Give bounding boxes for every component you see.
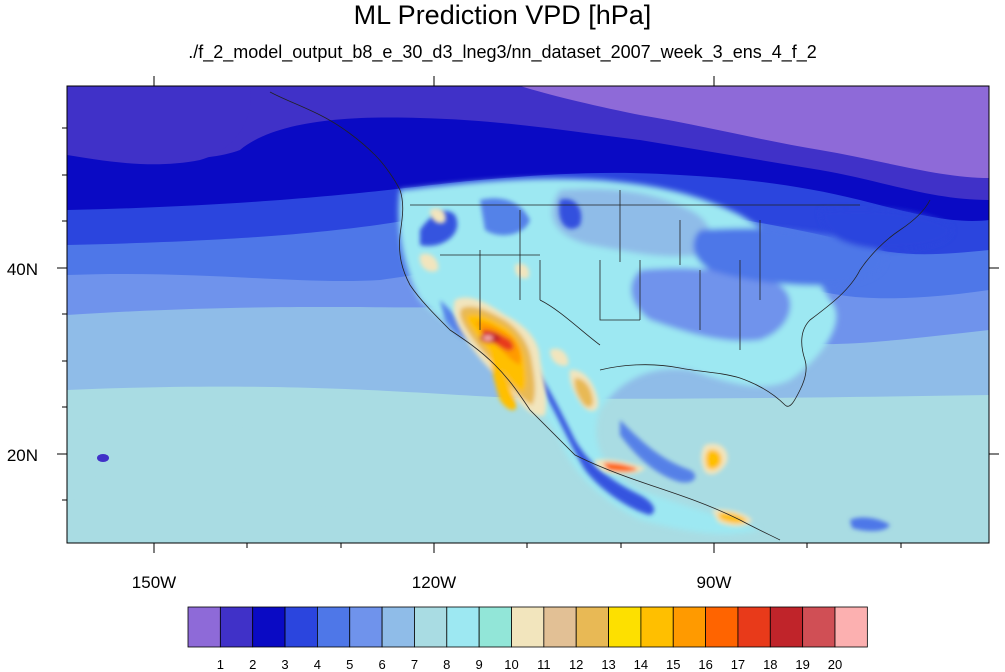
vpd-field (67, 86, 989, 543)
vpd-map: 150W 120W 90W 40N 20N (7, 76, 999, 592)
colorbar-swatch-1 (219, 606, 254, 648)
colorbar-swatch-19 (802, 606, 836, 648)
colorbar-swatch-15 (672, 606, 706, 648)
colorbar-label-15: 15 (666, 657, 680, 672)
colorbar-label-1: 1 (217, 657, 224, 672)
colorbar-swatch-14 (640, 606, 674, 648)
lon-label-120w: 120W (412, 573, 456, 592)
colorbar-label-7: 7 (411, 657, 418, 672)
lat-label-40n: 40N (7, 260, 38, 279)
minor-ticks (62, 127, 902, 548)
colorbar-label-13: 13 (601, 657, 615, 672)
lon-label-150w: 150W (132, 573, 176, 592)
plot-title: ML Prediction VPD [hPa] (353, 0, 652, 30)
colorbar-swatch-16 (705, 606, 739, 648)
colorbar-label-6: 6 (378, 657, 385, 672)
colorbar-swatch-13 (608, 606, 642, 648)
colorbar-swatch-20 (834, 606, 868, 648)
colorbar-swatch-6 (381, 606, 415, 648)
colorbar-label-20: 20 (828, 657, 842, 672)
colorbar-label-14: 14 (634, 657, 648, 672)
colorbar-swatch-4 (316, 606, 351, 648)
colorbar-label-11: 11 (537, 657, 551, 672)
axis-ticks (57, 76, 999, 553)
colorbar-label-4: 4 (314, 657, 321, 672)
colorbar-swatch-10 (511, 606, 545, 648)
colorbar-swatch-0 (187, 606, 221, 648)
colorbar-label-18: 18 (763, 657, 777, 672)
colorbar-label-5: 5 (346, 657, 353, 672)
colorbar-label-2: 2 (249, 657, 256, 672)
colorbar-swatch-3 (284, 606, 318, 648)
lon-label-90w: 90W (697, 573, 732, 592)
colorbar-label-3: 3 (281, 657, 288, 672)
colorbar-swatch-7 (414, 606, 448, 648)
plot-subtitle: ./f_2_model_output_b8_e_30_d3_lneg3/nn_d… (188, 42, 817, 62)
colorbar-swatch-12 (575, 606, 609, 648)
colorbar-swatch-17 (737, 606, 771, 648)
colorbar-label-10: 10 (504, 657, 518, 672)
colorbar-swatch-18 (769, 606, 804, 648)
lat-label-20n: 20N (7, 446, 38, 465)
colorbar-label-9: 9 (476, 657, 483, 672)
coastline-lines (269, 91, 931, 541)
colorbar-swatch-11 (543, 606, 577, 648)
colorbar-swatch-9 (478, 606, 512, 648)
colorbar-label-8: 8 (443, 657, 450, 672)
colorbar-swatch-2 (252, 606, 286, 648)
colorbar-label-19: 19 (795, 657, 809, 672)
colorbar-swatch-5 (349, 606, 383, 648)
colorbar-label-16: 16 (698, 657, 712, 672)
colorbar-swatch-8 (446, 606, 480, 648)
colorbar-label-12: 12 (569, 657, 583, 672)
colorbar-label-17: 17 (731, 657, 745, 672)
